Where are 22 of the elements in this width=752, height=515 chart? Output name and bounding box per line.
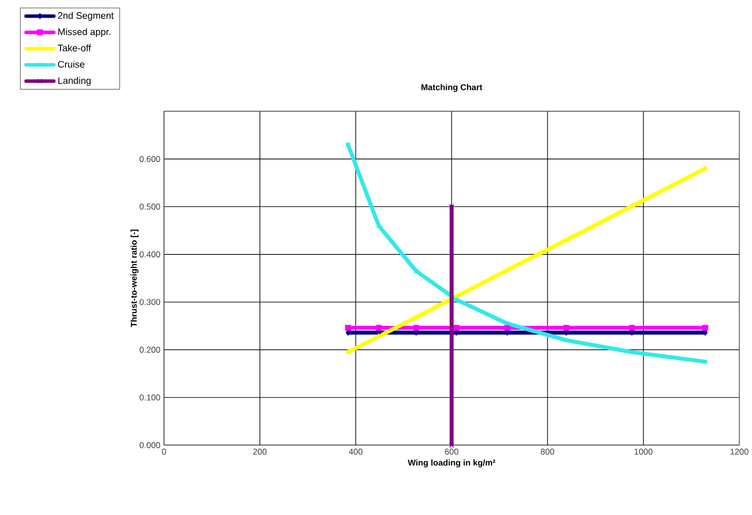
y-tick-label: 0.100 [140, 394, 160, 401]
y-axis-title: Thrust-to-weight ratio [-] [130, 230, 138, 328]
x-axis-title: Wing loading in kg/m² [408, 460, 496, 468]
y-tick-label: 0.600 [140, 156, 160, 162]
y-tick-label: 0.200 [140, 346, 160, 353]
legend-label: Landing [58, 77, 91, 86]
x-tick-label: 600 [445, 448, 458, 455]
x-tick-label: 800 [540, 448, 554, 455]
x-tick-label: 200 [253, 448, 267, 455]
legend-label: 2nd Segment [58, 12, 114, 21]
y-tick-label: 0.000 [140, 442, 160, 448]
legend-label: Cruise [58, 60, 84, 68]
x-tick-label: 1200 [730, 448, 748, 455]
x-tick-label: 0 [162, 448, 166, 455]
x-tick-label: 1000 [634, 448, 652, 455]
y-tick-label: 0.400 [140, 252, 160, 258]
y-tick-label: 0.300 [140, 299, 160, 306]
y-tick-label: 0.500 [140, 204, 160, 210]
legend-label: Take-off [58, 44, 92, 52]
x-tick-label: 400 [348, 448, 362, 455]
chart-title: Matching Chart [421, 84, 482, 92]
legend-label: Missed appr. [58, 28, 110, 38]
